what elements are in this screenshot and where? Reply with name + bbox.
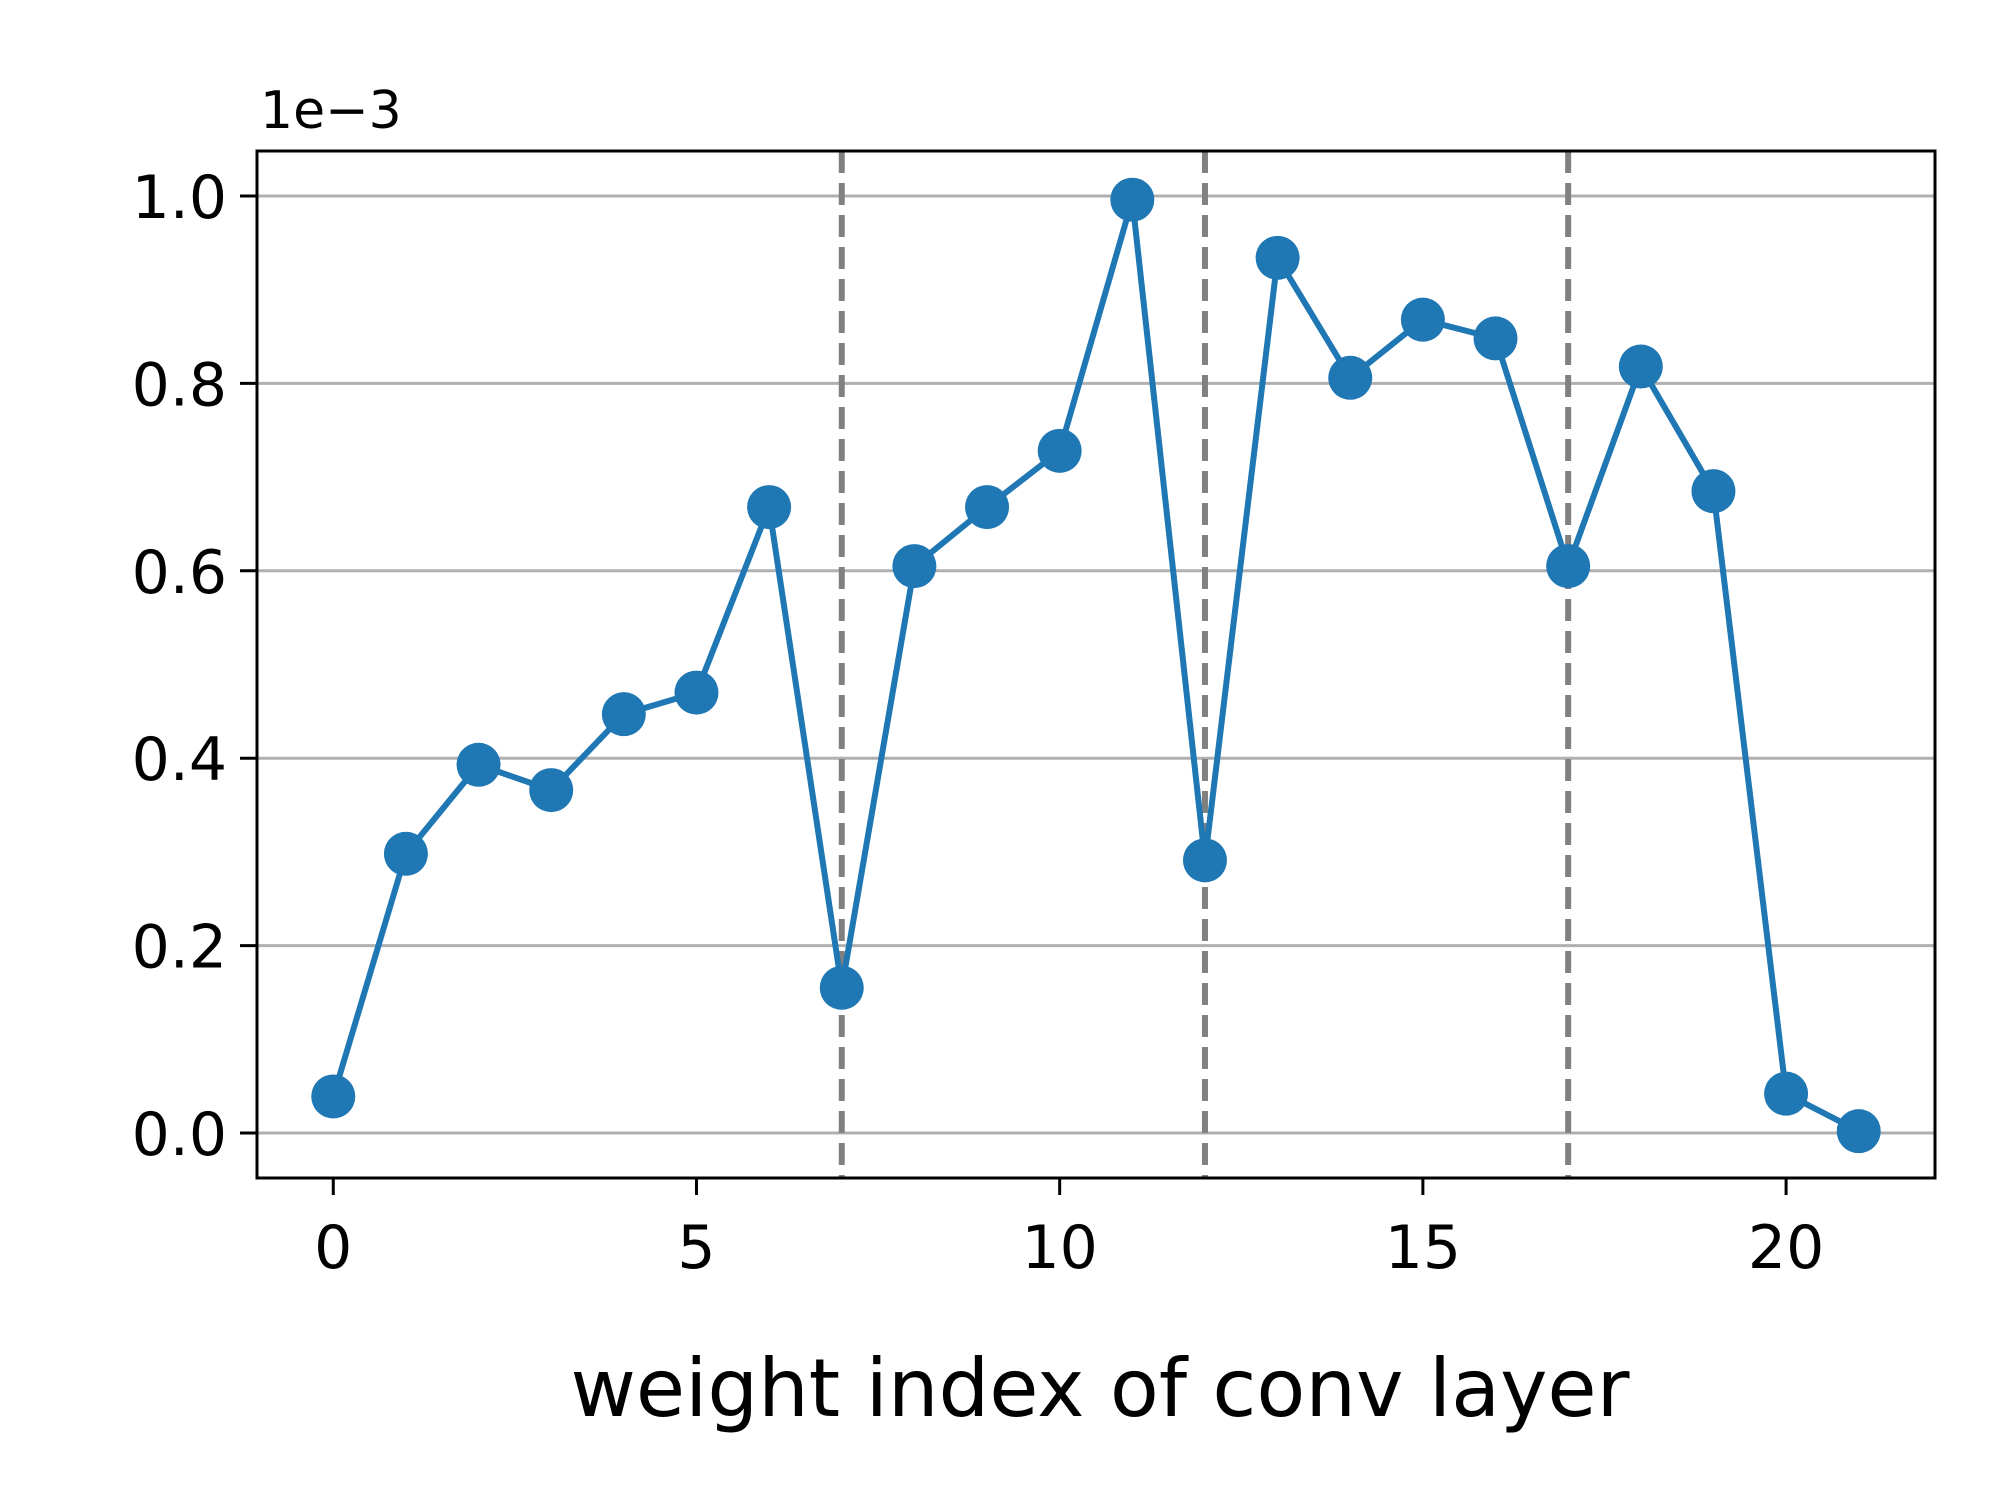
data-point-2: [456, 742, 501, 787]
y-axis-ticks: 0.0 0.2 0.4 0.6 0.8 1.0: [132, 163, 257, 1170]
data-point-5: [674, 670, 719, 715]
y-tick-label-1: 0.2: [132, 913, 227, 983]
x-axis-ticks: 0 5 10 15 20: [314, 1178, 1824, 1283]
grid-lines: [257, 194, 1935, 1135]
plot-frame: [255, 149, 1937, 1180]
x-tick-label-4: 20: [1748, 1213, 1824, 1283]
y-tick-label-4: 0.8: [132, 350, 227, 420]
data-point-21: [1836, 1109, 1881, 1154]
data-point-9: [965, 485, 1010, 530]
divider-lines: [838, 151, 1572, 1178]
data-point-1: [383, 831, 428, 876]
data-point-17: [1546, 544, 1591, 589]
data-point-20: [1764, 1071, 1809, 1116]
data-point-6: [747, 485, 792, 530]
data-point-19: [1691, 469, 1736, 514]
y-tick-label-3: 0.6: [132, 538, 227, 608]
data-point-11: [1110, 177, 1155, 222]
x-tick-label-2: 10: [1022, 1213, 1098, 1283]
x-tick-label-0: 0: [314, 1213, 352, 1283]
data-point-16: [1473, 316, 1518, 361]
data-point-18: [1618, 344, 1663, 389]
data-point-12: [1182, 838, 1227, 883]
x-tick-label-3: 15: [1385, 1213, 1461, 1283]
data-point-8: [892, 544, 937, 589]
series-line-0: [330, 196, 1861, 1134]
data-point-13: [1255, 235, 1300, 280]
y-tick-label-0: 0.0: [132, 1100, 227, 1170]
y-tick-label-5: 1.0: [132, 163, 227, 233]
x-axis-title: weight index of conv layer: [570, 1342, 1629, 1435]
data-point-14: [1328, 355, 1373, 400]
data-point-15: [1400, 297, 1445, 342]
data-point-4: [601, 692, 646, 737]
y-tick-label-2: 0.4: [132, 725, 227, 795]
series-layer: [311, 177, 1881, 1154]
data-point-0: [311, 1074, 356, 1119]
data-point-10: [1037, 428, 1082, 473]
x-tick-label-1: 5: [677, 1213, 715, 1283]
data-point-3: [529, 768, 574, 813]
data-point-7: [819, 965, 864, 1010]
y-offset-label: 1e−3: [260, 81, 402, 141]
